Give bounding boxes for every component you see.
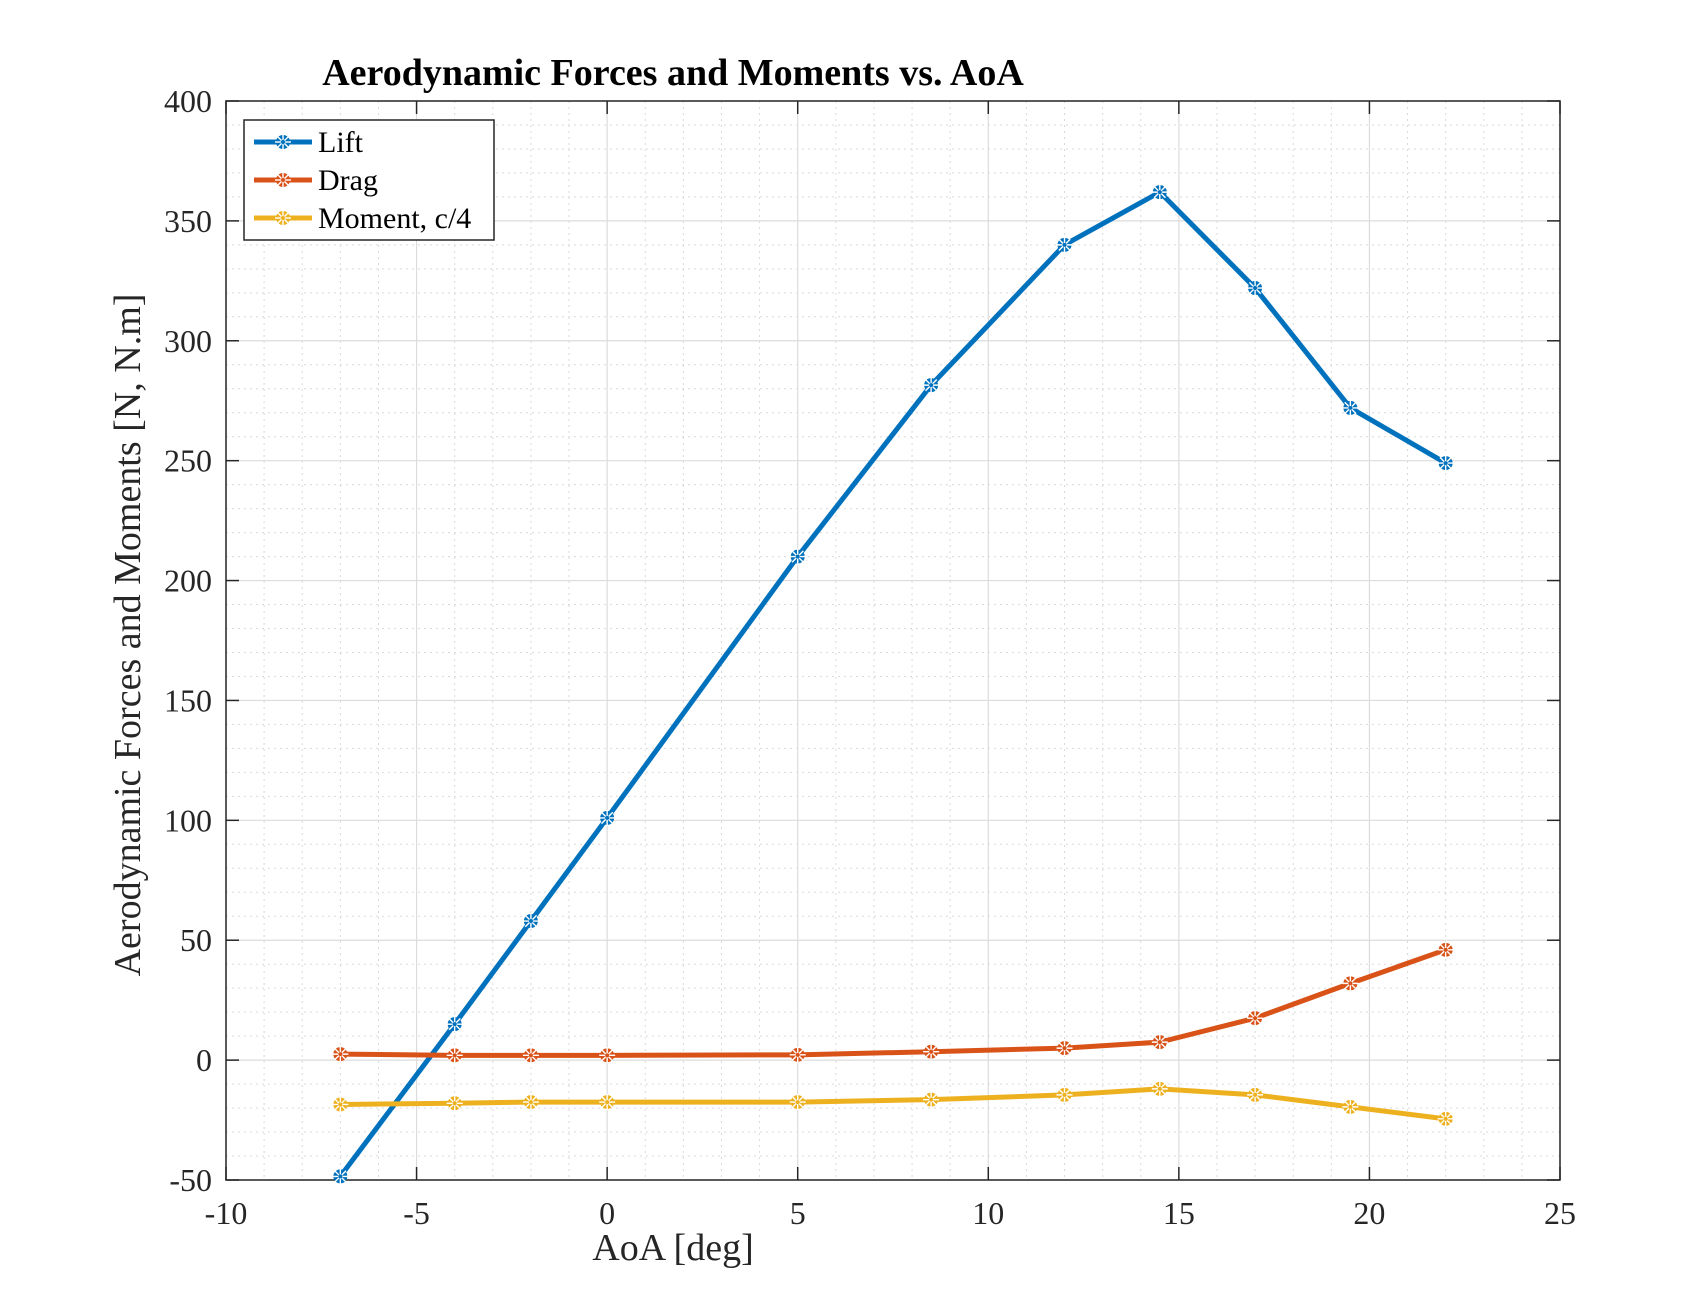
y-tick-labels: -50 0 50 100 150 200 250 300 350 400 (164, 83, 212, 1198)
data-point-drag (789, 1046, 806, 1063)
chart-title: Aerodynamic Forces and Moments vs. AoA (322, 52, 1024, 94)
data-point-moment-c-4 (599, 1094, 616, 1111)
x-tick-label: 15 (1163, 1195, 1195, 1231)
x-tick-label: 5 (790, 1195, 806, 1231)
data-point-lift (1437, 455, 1454, 472)
x-tick-label: -10 (205, 1195, 248, 1231)
data-point-drag (599, 1047, 616, 1064)
y-tick-label: 150 (164, 682, 212, 718)
tick-marks (225, 100, 1561, 1181)
data-point-moment-c-4 (1151, 1080, 1168, 1097)
y-tick-label: 350 (164, 203, 212, 239)
legend-label: Moment, c/4 (318, 202, 471, 235)
y-tick-label: 100 (164, 802, 212, 838)
data-point-drag (332, 1046, 349, 1063)
data-point-lift (1247, 280, 1264, 297)
y-tick-label: 400 (164, 83, 212, 119)
data-point-lift (599, 809, 616, 826)
x-tick-label: 25 (1544, 1195, 1576, 1231)
data-point-drag (522, 1047, 539, 1064)
data-point-lift (522, 913, 539, 930)
y-tick-label: 250 (164, 443, 212, 479)
plot-area-border (225, 100, 1561, 1181)
data-point-lift (446, 1016, 463, 1033)
y-tick-label: 0 (196, 1042, 212, 1078)
data-point-drag (1151, 1034, 1168, 1051)
data-point-lift (1056, 236, 1073, 253)
y-axis-label: Aerodynamic Forces and Moments [N, N.m] (107, 294, 149, 977)
data-point-drag (1437, 941, 1454, 958)
data-point-moment-c-4 (1342, 1098, 1359, 1115)
data-point-drag (1056, 1040, 1073, 1057)
data-point-moment-c-4 (1056, 1086, 1073, 1103)
y-tick-label: 50 (180, 922, 212, 958)
series-drag (332, 941, 1454, 1064)
series-moment-c-4 (332, 1080, 1454, 1127)
data-point-lift (1151, 184, 1168, 201)
legend-marker (275, 134, 291, 150)
x-axis-label: AoA [deg] (592, 1227, 753, 1269)
x-tick-labels: -10 -5 0 5 10 15 20 25 (205, 1195, 1576, 1231)
x-tick-label: 20 (1353, 1195, 1385, 1231)
data-point-lift (789, 548, 806, 565)
x-tick-label: -5 (403, 1195, 430, 1231)
data-point-drag (1342, 975, 1359, 992)
data-point-moment-c-4 (522, 1094, 539, 1111)
data-point-drag (1247, 1010, 1264, 1027)
legend-item-drag: Drag (254, 164, 378, 197)
y-tick-label: -50 (169, 1162, 212, 1198)
series-layer (332, 184, 1454, 1185)
y-tick-label: 200 (164, 563, 212, 599)
legend-item-moment-c-4: Moment, c/4 (254, 202, 471, 235)
series-lift (332, 184, 1454, 1185)
data-point-moment-c-4 (1437, 1110, 1454, 1127)
legend-label: Drag (318, 164, 378, 197)
x-tick-label: 0 (599, 1195, 615, 1231)
data-point-drag (923, 1043, 940, 1060)
y-tick-label: 300 (164, 323, 212, 359)
data-point-lift (923, 377, 940, 394)
data-point-drag (446, 1047, 463, 1064)
minor-grid (226, 101, 1560, 1180)
data-point-moment-c-4 (446, 1095, 463, 1112)
data-point-moment-c-4 (923, 1091, 940, 1108)
data-point-lift (1342, 399, 1359, 416)
data-point-lift (332, 1168, 349, 1185)
legend-item-lift: Lift (254, 126, 364, 159)
legend-marker (275, 172, 291, 188)
legend-marker (275, 210, 291, 226)
x-tick-label: 10 (972, 1195, 1004, 1231)
data-point-moment-c-4 (332, 1096, 349, 1113)
data-point-moment-c-4 (1247, 1086, 1264, 1103)
legend-items: Lift Drag Moment, c/4 (254, 126, 471, 235)
legend: Lift Drag Moment, c/4 (243, 119, 495, 241)
legend-label: Lift (318, 126, 364, 159)
data-point-moment-c-4 (789, 1094, 806, 1111)
